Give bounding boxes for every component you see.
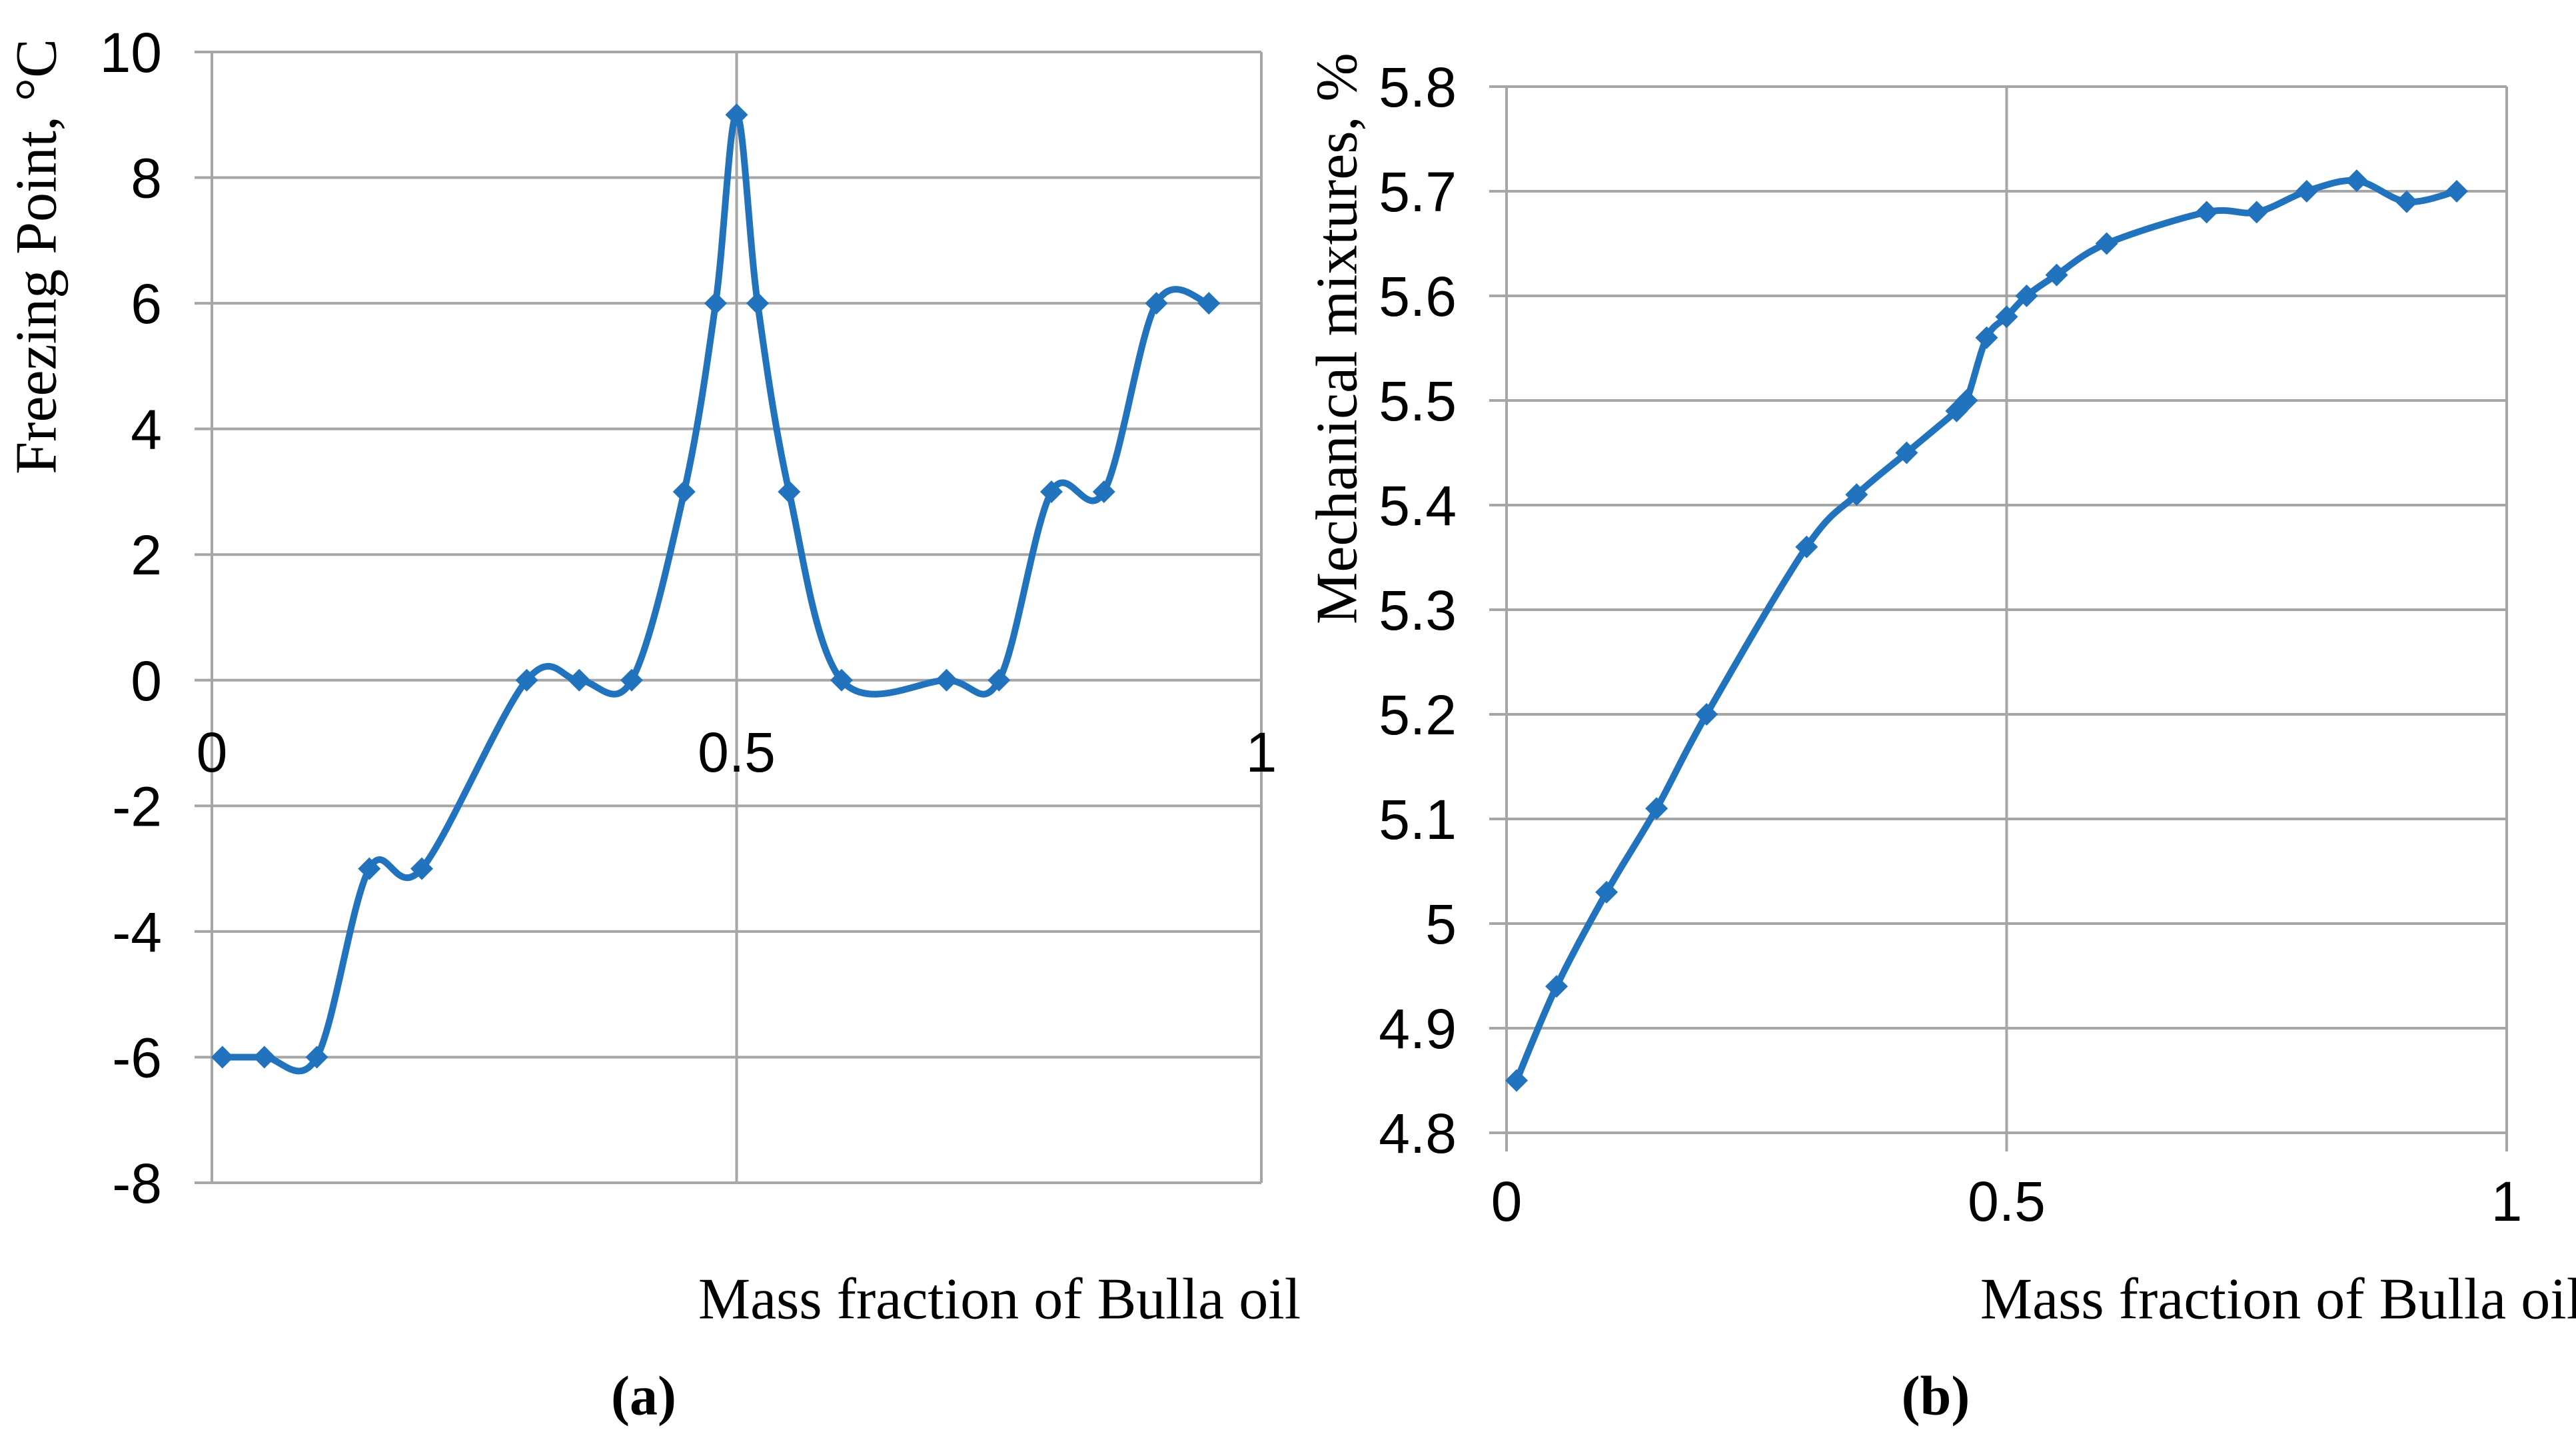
y-tick-label: 5.6 [1379,265,1457,328]
y-tick-label: 5 [1425,893,1457,956]
panel-b-caption: (b) [1901,1365,1970,1427]
diamond-marker [1795,535,1818,558]
chart-a-freezing-point: 10 8 6 4 2 0 -2 -4 -6 -8 0 0.5 1 [100,21,1277,1215]
y-tick-label: 2 [131,524,162,586]
y-tick-label: -6 [112,1026,162,1089]
x-tick-label: 0 [1491,1170,1523,1233]
diamond-marker [1955,389,1978,412]
series-markers [1505,169,2468,1092]
diamond-marker [1895,441,1918,464]
diamond-marker [358,857,381,880]
gridlines [1489,85,2508,1151]
diamond-marker [1995,305,2018,329]
x-tick-label: 1 [1246,721,1277,784]
chart-a-y-axis-title: Freezing Point, °C [4,39,69,474]
diamond-marker [830,668,853,692]
diamond-marker [704,292,727,315]
diamond-marker [725,103,748,127]
y-tick-label: 4.9 [1379,998,1457,1060]
diamond-marker [1545,975,1569,998]
diamond-marker [1845,483,1868,506]
diamond-marker [1145,292,1168,315]
diamond-marker [2015,285,2038,307]
y-tick-label: 8 [131,147,162,210]
y-tick-label: 0 [131,650,162,712]
diamond-marker [1197,292,1221,315]
chart-a-x-axis-title: Mass fraction of Bulla oil [698,1267,1301,1332]
diamond-marker [211,1046,234,1069]
chart-b-mechanical-mixtures: 5.8 5.7 5.6 5.5 5.4 5.3 5.2 5.1 5 4.9 4.8 0 0.5 1 [1379,56,2523,1233]
x-tick-label: 0.5 [698,721,776,784]
diamond-marker [253,1046,276,1069]
y-tick-label: 5.5 [1379,370,1457,432]
x-tick-label: 0.5 [1968,1170,2046,1233]
diamond-marker [2245,201,2268,224]
diamond-marker [620,668,643,692]
gridlines [195,51,1263,1184]
y-tick-label: 5.7 [1379,161,1457,223]
panel-a-caption: (a) [611,1365,676,1427]
y-tick-label: 6 [131,273,162,335]
diamond-marker [2095,232,2118,255]
diamond-marker [1040,480,1063,503]
diamond-marker [1695,703,1718,726]
diamond-marker [746,292,769,315]
diamond-marker [1595,880,1618,904]
diamond-marker [2345,169,2368,193]
diamond-marker [305,1046,328,1069]
series-markers [211,103,1221,1069]
diamond-marker [672,480,696,503]
y-tick-label: 5.1 [1379,788,1457,851]
diamond-marker [1505,1069,1529,1092]
diamond-marker [2445,180,2468,203]
diamond-marker [2195,201,2218,224]
y-tick-label: 5.3 [1379,579,1457,642]
series-line [1513,177,2460,1084]
diamond-marker [410,857,433,880]
chart-b-y-axis-title: Mechanical mixtures, % [1305,53,1370,624]
x-tick-label: 1 [2491,1170,2523,1233]
y-tick-label: -8 [112,1152,162,1215]
y-tick-label: 5.4 [1379,474,1457,537]
diamond-marker [1645,797,1668,820]
diamond-marker [2395,190,2418,213]
y-tick-label: 4 [131,398,162,461]
y-tick-label: 10 [100,21,162,84]
chart-b-x-axis-title: Mass fraction of Bulla oil [1980,1267,2576,1332]
y-tick-label: -2 [112,775,162,838]
diamond-marker [935,668,958,692]
diamond-marker [2295,180,2318,203]
x-tick-label: 0 [197,721,228,784]
diamond-marker [2045,263,2068,287]
y-tick-label: 4.8 [1379,1102,1457,1165]
y-tick-label: 5.8 [1379,56,1457,119]
diamond-marker [568,668,591,692]
diamond-marker [778,480,801,503]
y-tick-label: -4 [112,901,162,964]
diamond-marker [1975,326,1998,349]
y-tick-label: 5.2 [1379,684,1457,746]
series-line [219,111,1213,1075]
diamond-marker [515,668,538,692]
diamond-marker [1092,480,1115,503]
diamond-marker [987,668,1011,692]
